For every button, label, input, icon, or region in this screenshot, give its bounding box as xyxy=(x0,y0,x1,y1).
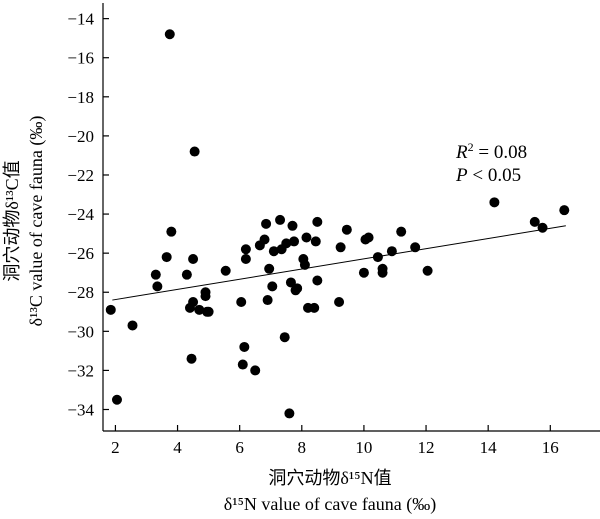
x-tick-label: 2 xyxy=(111,438,120,457)
data-point xyxy=(189,146,200,157)
x-tick-label: 12 xyxy=(418,438,435,457)
y-axis-title-en: δ¹³C value of cave fauna (‰) xyxy=(26,116,47,327)
data-point xyxy=(240,244,251,255)
data-point xyxy=(220,265,231,276)
data-point xyxy=(334,297,345,308)
trendline-group xyxy=(112,225,566,301)
y-tick-label: −16 xyxy=(67,49,94,68)
data-point xyxy=(150,269,161,280)
data-point xyxy=(161,252,172,263)
data-point xyxy=(287,220,298,231)
y-tick-label: −34 xyxy=(67,401,94,420)
trendline xyxy=(112,225,566,301)
data-point xyxy=(396,226,407,237)
data-point xyxy=(127,320,138,331)
y-tick-label: −30 xyxy=(67,322,94,341)
y-tick-label: −26 xyxy=(67,244,94,263)
data-point xyxy=(358,267,369,278)
data-point xyxy=(289,236,300,247)
data-point xyxy=(261,218,272,229)
y-tick-label: −20 xyxy=(67,127,94,146)
data-point xyxy=(377,267,388,278)
y-axis-title-cn: 洞穴动物δ¹³C值 xyxy=(2,160,22,281)
data-point xyxy=(312,216,323,227)
data-point xyxy=(363,232,374,243)
data-point xyxy=(188,254,199,265)
data-point xyxy=(275,214,286,225)
data-point xyxy=(279,332,290,343)
data-point xyxy=(181,269,192,280)
data-point xyxy=(237,359,248,370)
data-point xyxy=(386,246,397,257)
data-point xyxy=(537,222,548,233)
data-point xyxy=(250,365,261,376)
data-point xyxy=(489,197,500,208)
x-axis-title-en: δ¹⁵N value of cave fauna (‰) xyxy=(224,494,437,515)
data-point xyxy=(239,341,250,352)
data-point xyxy=(164,29,175,40)
data-point xyxy=(262,295,273,306)
r2-annotation: R2 = 0.08 xyxy=(455,140,527,163)
data-point xyxy=(203,306,214,317)
data-point xyxy=(292,283,303,294)
x-axis-title-cn: 洞穴动物δ¹⁵N值 xyxy=(268,468,391,488)
x-tick-label: 4 xyxy=(173,438,182,457)
data-point xyxy=(529,216,540,227)
ticks: 2 4 6 8 10 12 14 16 −14 −16 −18 −20 −22 −24 −26 −28 −30 −… xyxy=(67,10,558,457)
data-point xyxy=(236,297,247,308)
data-point xyxy=(410,242,421,253)
data-point xyxy=(200,287,211,298)
data-point xyxy=(152,281,163,292)
y-tick-label: −24 xyxy=(67,205,94,224)
y-tick-label: −18 xyxy=(67,88,94,107)
data-point xyxy=(194,304,205,315)
data-point xyxy=(188,297,199,308)
data-point xyxy=(111,394,122,405)
data-point xyxy=(268,246,279,257)
data-point xyxy=(240,254,251,265)
data-point xyxy=(264,263,275,274)
data-point xyxy=(341,224,352,235)
data-point xyxy=(559,205,570,216)
data-point xyxy=(105,304,116,315)
data-point xyxy=(166,226,177,237)
annotation: R2 = 0.08 P < 0.05 xyxy=(455,140,527,186)
data-point xyxy=(312,275,323,286)
data-point xyxy=(299,259,310,270)
data-point xyxy=(267,281,278,292)
data-point xyxy=(281,238,292,249)
data-point xyxy=(285,277,296,288)
y-tick-label: −22 xyxy=(67,166,94,185)
data-point xyxy=(310,236,321,247)
y-tick-label: −14 xyxy=(67,10,94,29)
data-point xyxy=(372,252,383,263)
x-tick-label: 16 xyxy=(542,438,559,457)
plot-frame xyxy=(102,3,600,432)
data-point xyxy=(186,353,197,364)
data-point xyxy=(422,265,433,276)
x-tick-label: 6 xyxy=(235,438,244,457)
p-annotation: P < 0.05 xyxy=(455,165,521,186)
data-points xyxy=(105,29,570,419)
x-tick-label: 10 xyxy=(355,438,372,457)
data-point xyxy=(259,234,270,245)
x-tick-label: 8 xyxy=(298,438,307,457)
data-point xyxy=(301,232,312,243)
data-point xyxy=(284,408,295,419)
data-point xyxy=(309,302,320,313)
data-point xyxy=(335,242,346,253)
y-tick-label: −28 xyxy=(67,283,94,302)
x-tick-label: 14 xyxy=(480,438,498,457)
y-tick-label: −32 xyxy=(67,361,94,380)
